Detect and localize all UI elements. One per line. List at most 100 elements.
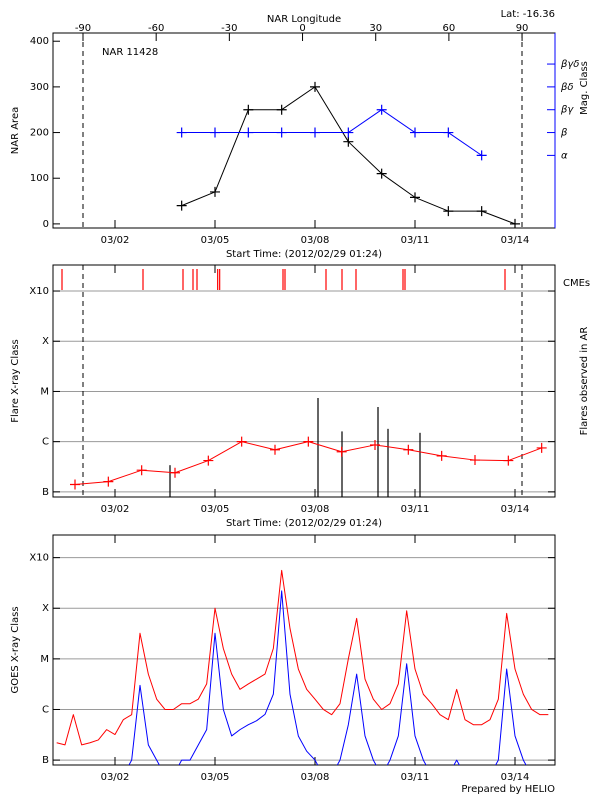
marker: [270, 444, 280, 455]
marker: [210, 186, 220, 197]
x-axis-label: Start Time: (2012/02/29 01:24): [226, 249, 382, 260]
x-axis-label: Start Time: (2012/02/29 01:24): [226, 518, 382, 529]
x-tick-label: 03/05: [201, 772, 230, 783]
y2-axis-label: Mag. Class: [579, 61, 590, 115]
marker: [243, 104, 254, 115]
y-tick-label: B: [42, 487, 49, 498]
x-tick-label: 03/02: [101, 504, 130, 515]
y-tick-label: C: [42, 437, 49, 448]
marker: [376, 168, 387, 179]
y2-tick-label: βγδ: [560, 59, 579, 70]
x2-tick-label: 30: [369, 23, 382, 34]
y-tick-label: C: [42, 704, 49, 715]
marker: [410, 127, 420, 138]
marker: [210, 127, 220, 138]
y-axis-label: NAR Area: [10, 107, 21, 154]
plot-frame: [52, 32, 556, 229]
marker: [343, 127, 354, 138]
marker: [203, 455, 214, 466]
x-tick-label: 03/08: [301, 235, 330, 246]
marker: [443, 127, 454, 138]
plot-frame: [52, 534, 556, 766]
plot-area: [61, 269, 547, 497]
marker: [276, 127, 287, 138]
y-tick-label: M: [40, 654, 49, 665]
marker: [443, 206, 454, 217]
marker: [310, 127, 320, 138]
y-axis-label: GOES X-ray Class: [10, 606, 21, 693]
y-tick-label: X10: [29, 553, 49, 564]
marker: [310, 81, 320, 92]
y-axis-label: Flare X-ray Class: [10, 339, 21, 423]
marker: [370, 439, 380, 450]
x-tick-label: 03/05: [201, 235, 230, 246]
x-tick-label: 03/14: [501, 235, 530, 246]
x-tick-label: 03/05: [201, 504, 230, 515]
y-tick-label: X10: [29, 286, 49, 297]
x2-tick-label: 60: [443, 23, 456, 34]
x-tick-label: 03/02: [101, 772, 130, 783]
marker: [136, 465, 147, 476]
marker: [176, 200, 187, 211]
x-tick-label: 03/14: [501, 772, 530, 783]
y2-tick-label: βγ: [560, 105, 574, 116]
x-tick-label: 03/11: [401, 235, 430, 246]
x-tick-label: 03/14: [501, 504, 530, 515]
marker: [476, 206, 487, 217]
marker: [336, 446, 347, 457]
x-tick-label: 03/02: [101, 235, 130, 246]
y-tick-label: B: [42, 755, 49, 766]
x-tick-label: 03/08: [301, 772, 330, 783]
y2-tick-label: α: [561, 150, 568, 161]
marker: [510, 218, 520, 228]
y-tick-label: M: [40, 386, 49, 397]
y-tick-label: 300: [30, 82, 49, 93]
marker: [103, 476, 114, 487]
marker: [343, 136, 354, 147]
series-line: [56, 569, 549, 746]
x2-axis-label: NAR Longitude: [267, 14, 341, 25]
series-line: [181, 86, 516, 225]
marker: [436, 450, 447, 461]
marker: [243, 127, 254, 138]
x-tick-label: 03/11: [401, 772, 430, 783]
series-line: [181, 109, 482, 156]
x2-tick-label: -90: [75, 23, 91, 34]
series-line: [74, 441, 542, 486]
marker: [170, 467, 180, 478]
x2-tick-label: 90: [516, 23, 529, 34]
y-tick-label: X: [42, 603, 49, 614]
plot-area: [176, 81, 520, 228]
y-tick-label: 400: [30, 36, 49, 47]
marker: [470, 455, 480, 466]
marker: [476, 150, 487, 161]
marker: [303, 436, 314, 447]
x-tick-label: 03/08: [301, 504, 330, 515]
marker: [176, 127, 187, 138]
plot-frame: [52, 264, 556, 498]
y2-tick-label: βδ: [560, 82, 574, 93]
plot-area: [56, 569, 549, 765]
footer: Prepared by HELIO: [461, 784, 555, 795]
x2-tick-label: 0: [299, 23, 305, 34]
y-tick-label: 100: [30, 173, 49, 184]
region-label: NAR 11428: [102, 47, 158, 58]
y-tick-label: 200: [30, 128, 49, 139]
marker: [376, 104, 387, 115]
marker: [403, 444, 414, 455]
latitude-label: Lat: -16.36: [501, 9, 555, 20]
y-tick-label: X: [42, 336, 49, 347]
marker: [503, 455, 514, 466]
x-tick-label: 03/11: [401, 504, 430, 515]
y2-tick-label: β: [560, 128, 568, 139]
x2-tick-label: -60: [148, 23, 164, 34]
marker: [276, 104, 287, 115]
y2-axis-label: Flares observed in AR: [579, 327, 590, 436]
cme-legend: CMEs: [563, 278, 590, 289]
x2-tick-label: -30: [221, 23, 237, 34]
series-line: [128, 590, 527, 765]
marker: [410, 192, 420, 203]
marker: [536, 442, 547, 453]
